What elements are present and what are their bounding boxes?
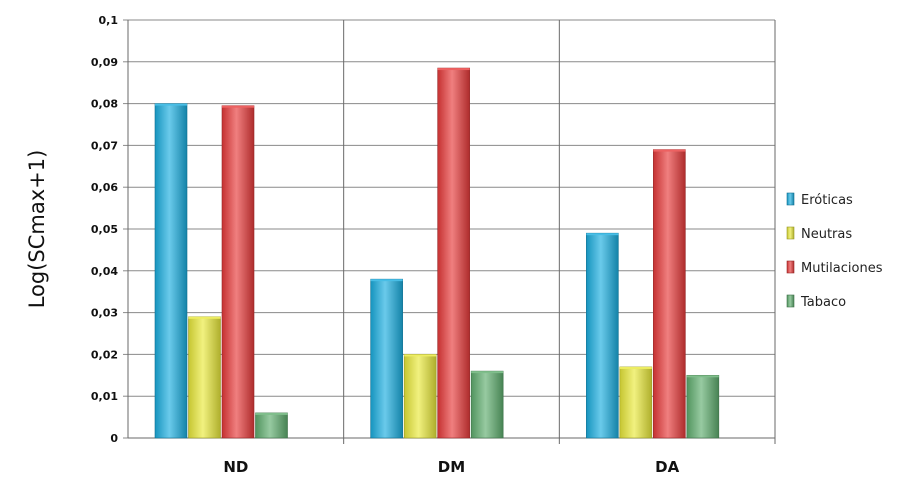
bar-nd-2 bbox=[221, 105, 255, 439]
y-tick-label: 0,07 bbox=[91, 139, 118, 152]
legend-swatch bbox=[786, 192, 795, 206]
bar-da-0 bbox=[586, 232, 619, 439]
y-tick-label: 0,06 bbox=[91, 181, 118, 194]
bar-nd-0 bbox=[154, 103, 188, 439]
bar-nd-3 bbox=[255, 412, 288, 439]
y-tick-label: 0,04 bbox=[91, 265, 118, 278]
bar-top-highlight bbox=[586, 233, 619, 236]
bar-top-highlight bbox=[619, 366, 652, 369]
bar-top-highlight bbox=[437, 68, 470, 71]
bar-top-highlight bbox=[404, 354, 437, 357]
legend-label: Mutilaciones bbox=[801, 261, 883, 276]
y-tick-label: 0 bbox=[110, 432, 118, 445]
legend-swatch bbox=[786, 294, 795, 308]
bar-top-highlight bbox=[686, 375, 719, 378]
bar-top-highlight bbox=[155, 103, 187, 106]
y-tick-label: 0,02 bbox=[91, 348, 118, 361]
y-tick-label: 0,1 bbox=[99, 14, 119, 27]
x-category-labels: ND DM DA bbox=[223, 458, 679, 476]
bar-top-highlight bbox=[653, 149, 686, 152]
category-label: DA bbox=[655, 458, 679, 476]
bar-dm-0 bbox=[370, 278, 403, 439]
legend-swatch bbox=[786, 260, 795, 274]
legend: Eróticas Neutras Mutilaciones Tabaco bbox=[786, 192, 883, 310]
bar-da-3 bbox=[686, 374, 720, 439]
bars bbox=[154, 67, 720, 439]
y-tick-labels: 0 0,01 0,02 0,03 0,04 0,05 0,06 0,07 0,08 0,09 0,1 bbox=[91, 14, 118, 445]
bar-top-highlight bbox=[370, 279, 403, 282]
category-separators bbox=[343, 20, 776, 444]
legend-label: Tabaco bbox=[800, 295, 846, 310]
category-label: ND bbox=[223, 458, 248, 476]
legend-label: Eróticas bbox=[801, 193, 853, 208]
y-tick-label: 0,03 bbox=[91, 307, 118, 320]
bar-nd-1 bbox=[188, 316, 221, 439]
bar-top-highlight bbox=[255, 412, 288, 415]
bar-top-highlight bbox=[471, 371, 504, 374]
bar-top-highlight bbox=[188, 316, 221, 319]
y-tick-label: 0,05 bbox=[91, 223, 118, 236]
y-tick-label: 0,08 bbox=[91, 98, 118, 111]
y-axis-label: Log(SCmax+1) bbox=[25, 150, 49, 309]
legend-label: Neutras bbox=[801, 227, 852, 242]
bar-dm-1 bbox=[403, 354, 437, 439]
bar-da-1 bbox=[619, 366, 653, 439]
y-tick-label: 0,09 bbox=[91, 56, 118, 69]
category-label: DM bbox=[438, 458, 465, 476]
bar-dm-3 bbox=[470, 370, 504, 439]
y-tick-label: 0,01 bbox=[91, 390, 118, 403]
bar-top-highlight bbox=[222, 105, 254, 108]
bar-da-2 bbox=[653, 149, 686, 439]
legend-swatch bbox=[786, 226, 795, 240]
bar-dm-2 bbox=[437, 67, 470, 439]
